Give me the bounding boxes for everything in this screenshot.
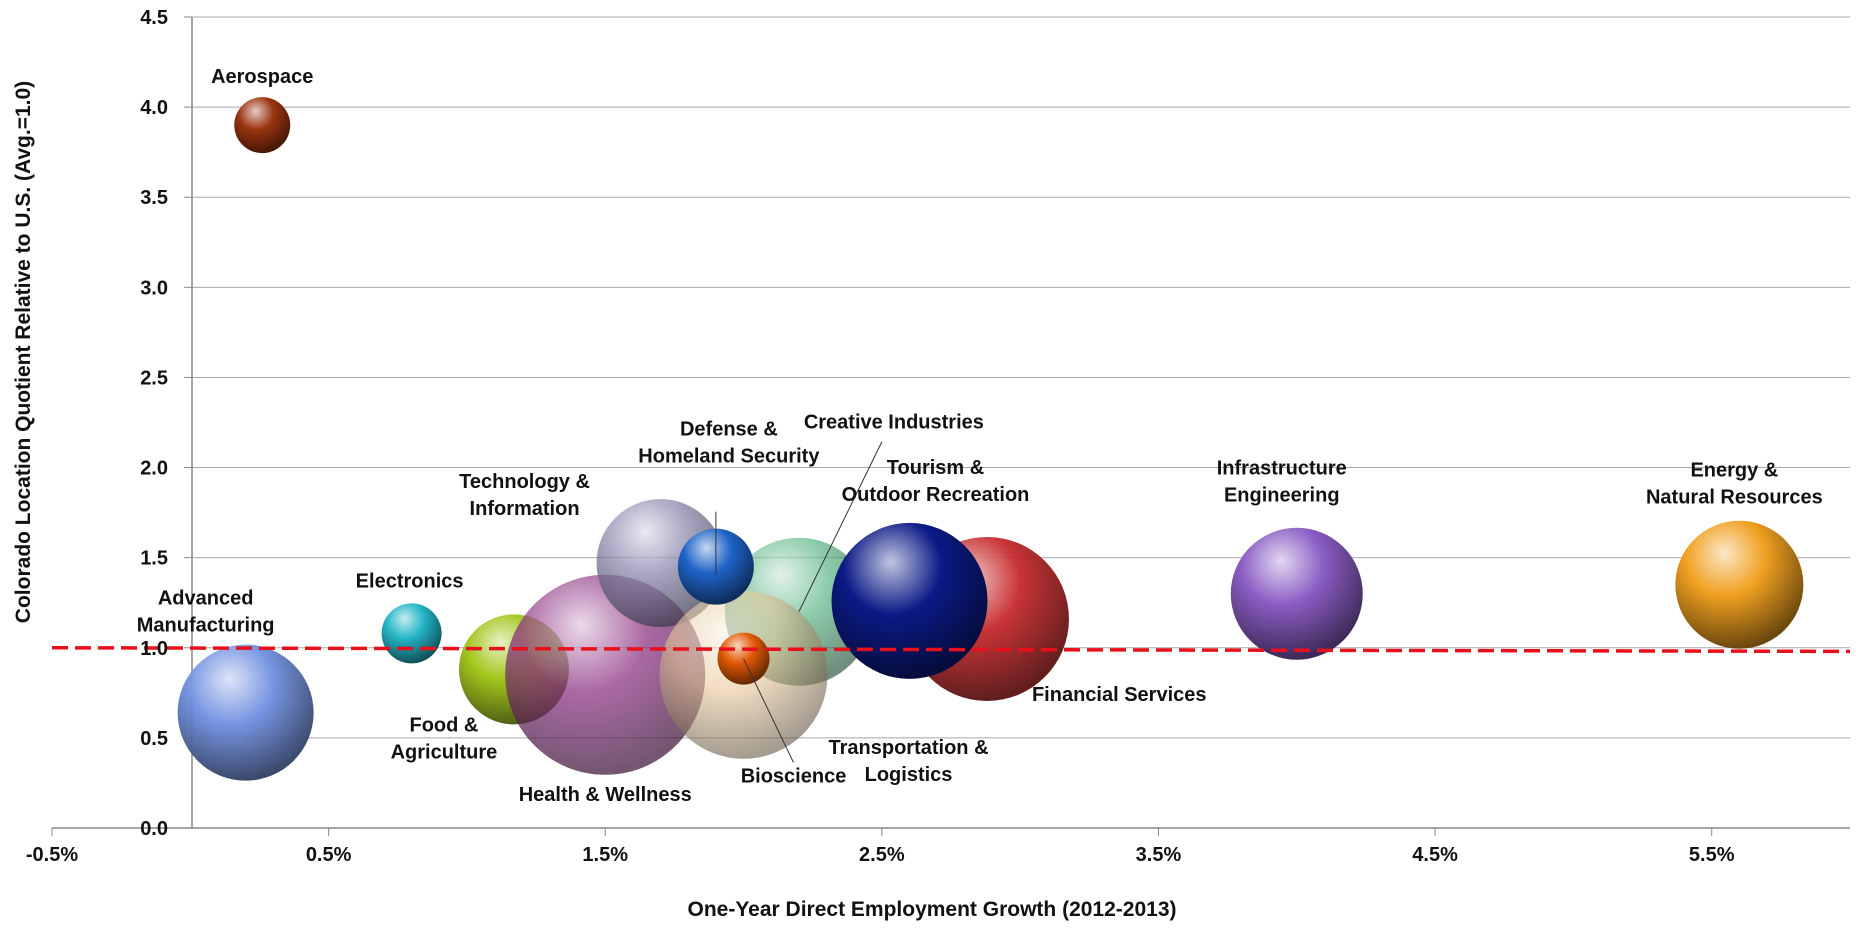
bubble-label: Technology & Information (459, 471, 590, 520)
y-tick-label: 2.5 (140, 367, 168, 389)
leader-line (798, 441, 883, 612)
x-tick-label: 4.5% (1412, 844, 1458, 866)
bubble-label: Transportation & Logistics (829, 737, 989, 786)
leader-lines (715, 441, 883, 763)
reference-line-layer (51, 646, 1851, 654)
bubble-label: Infrastructure Engineering (1217, 458, 1347, 507)
tick-labels: 0.0 0.5 1.0 1.5 2.0 2.5 3.0 3.5 4.0 4.5 -0.5% 0.5% 1… (26, 7, 1735, 866)
bubble-advanced-manufacturing (177, 644, 314, 781)
bubble-label: Energy & Natural Resources (1646, 460, 1823, 509)
bubbles (177, 97, 1804, 781)
bubble-label: Aerospace (211, 66, 313, 88)
x-tick-label: 0.5% (306, 844, 352, 866)
x-tick-label: 5.5% (1689, 844, 1735, 866)
bubble-label: Creative Industries (804, 412, 984, 434)
y-tick-label: 4.0 (140, 97, 168, 119)
y-tick-label: 1.5 (140, 548, 168, 570)
y-tick-label: 3.0 (140, 277, 168, 299)
y-axis-title: Colorado Location Quotient Relative to U… (12, 81, 35, 623)
bubble-label: Tourism & Outdoor Recreation (842, 457, 1030, 506)
bubble-label: Food & Agriculture (391, 714, 498, 763)
x-axis-title: One-Year Direct Employment Growth (2012-… (688, 898, 1177, 921)
y-tick-label: 0.5 (140, 728, 168, 750)
bubble-infrastructure-engineering (1230, 527, 1363, 660)
y-tick-label: 1.0 (140, 638, 168, 660)
bubble-label: Health & Wellness (519, 784, 692, 806)
bubble-electronics (381, 603, 442, 664)
x-tick-label: -0.5% (26, 844, 78, 866)
bubble-aerospace (234, 97, 291, 154)
reference-line (51, 646, 1851, 654)
bubble-label: Advanced Manufacturing (137, 588, 275, 637)
y-tick-label: 2.0 (140, 458, 168, 480)
bubble-tourism-outdoor-recreation (831, 522, 988, 679)
bubble-label: Electronics (356, 570, 464, 592)
bubble-label: Bioscience (741, 766, 847, 788)
x-tick-label: 1.5% (582, 844, 628, 866)
y-tick-label: 3.5 (140, 187, 168, 209)
y-tick-label: 4.5 (140, 7, 168, 29)
bubble-label: Financial Services (1032, 684, 1207, 706)
y-tick-label: 0.0 (140, 818, 168, 840)
bubble-energy-natural-resources (1675, 520, 1804, 649)
x-tick-label: 3.5% (1136, 844, 1182, 866)
x-tick-label: 2.5% (859, 844, 905, 866)
gridlines (192, 16, 1850, 829)
leader-line (743, 658, 794, 763)
bubble-label: Defense & Homeland Security (638, 419, 820, 468)
bubble-labels: Advanced Manufacturing Aerospace Electronic… (137, 66, 1823, 806)
